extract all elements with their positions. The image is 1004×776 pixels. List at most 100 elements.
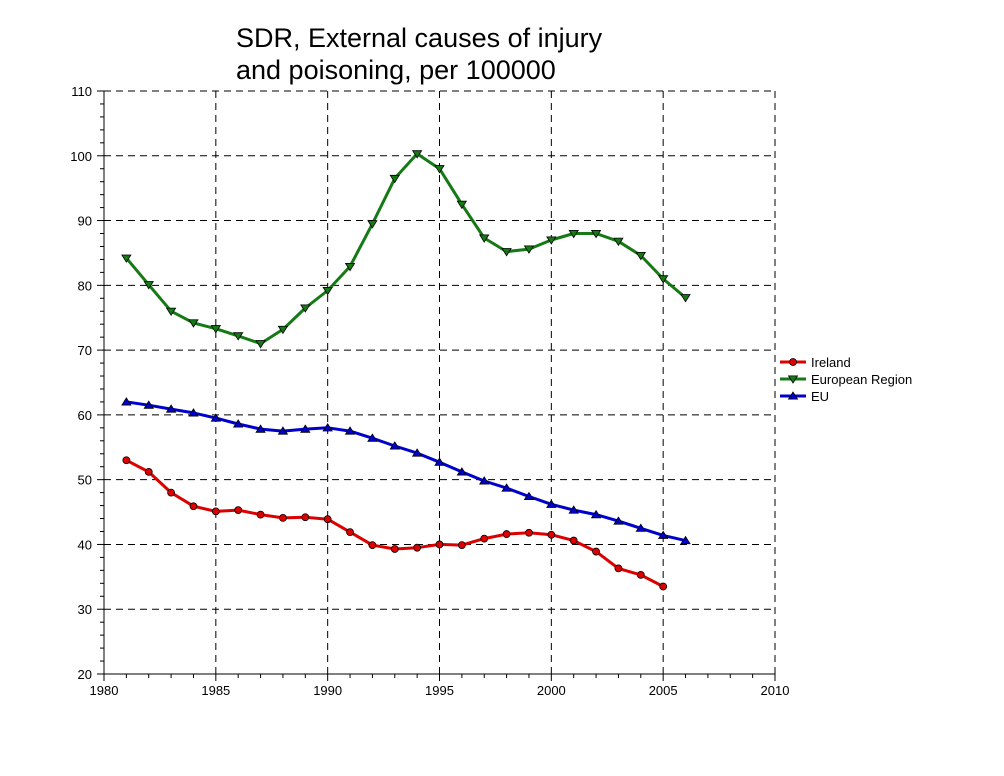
data-point-european-region-1997 bbox=[479, 234, 490, 243]
data-point-ireland-1985 bbox=[211, 507, 220, 516]
data-point-eu-1996 bbox=[456, 467, 468, 476]
data-point-ireland-2001 bbox=[569, 536, 578, 545]
data-point-eu-1993 bbox=[389, 441, 400, 450]
data-point-ireland-1990 bbox=[323, 515, 332, 524]
legend-item-eu: EU bbox=[780, 389, 829, 404]
data-point-ireland-2003 bbox=[614, 564, 623, 573]
data-point-ireland-1989 bbox=[301, 513, 310, 522]
data-point-ireland-1981 bbox=[122, 456, 131, 465]
series-line-eu bbox=[126, 400, 686, 543]
data-point-european-region-1993 bbox=[389, 174, 400, 184]
data-point-eu-1997 bbox=[479, 476, 490, 485]
series-eu bbox=[121, 397, 691, 545]
data-point-european-region-1995 bbox=[434, 165, 445, 174]
data-point-european-region-1984 bbox=[188, 319, 199, 328]
data-point-european-region-1986 bbox=[232, 332, 244, 341]
chart-title: SDR, External causes of injury and poiso… bbox=[236, 22, 602, 86]
chart-title-line-2: and poisoning, per 100000 bbox=[236, 55, 556, 85]
data-point-european-region-2001 bbox=[568, 229, 579, 239]
data-point-eu-1988 bbox=[277, 426, 289, 435]
legend-item-european-region: European Region bbox=[780, 372, 912, 387]
data-point-eu-1984 bbox=[188, 408, 199, 417]
legend-label-european-region: European Region bbox=[811, 372, 912, 387]
data-point-ireland-1998 bbox=[502, 530, 511, 538]
data-point-eu-1982 bbox=[143, 400, 154, 409]
x-tick-label-1990: 1990 bbox=[313, 683, 342, 698]
data-point-ireland-1982 bbox=[144, 467, 153, 476]
data-point-ireland-2004 bbox=[636, 570, 645, 579]
data-point-ireland-1996 bbox=[457, 541, 466, 549]
data-point-european-region-1999 bbox=[523, 245, 535, 254]
data-point-eu-1989 bbox=[300, 424, 311, 433]
chart-title-line-1: SDR, External causes of injury bbox=[236, 23, 603, 53]
data-point-european-region-1985 bbox=[210, 325, 222, 334]
y-tick-label-60: 60 bbox=[78, 408, 92, 423]
data-point-ireland-2000 bbox=[547, 530, 556, 539]
data-point-european-region-1988 bbox=[277, 325, 289, 335]
data-point-european-region-2006 bbox=[680, 294, 691, 303]
legend-marker-european-region bbox=[787, 375, 799, 384]
data-point-eu-1992 bbox=[367, 433, 378, 442]
series-european-region bbox=[121, 150, 691, 349]
data-point-european-region-1981 bbox=[121, 254, 132, 263]
data-point-european-region-1991 bbox=[344, 262, 356, 272]
y-tick-label-20: 20 bbox=[78, 667, 92, 682]
y-tick-label-110: 110 bbox=[71, 84, 92, 99]
data-point-ireland-2005 bbox=[659, 582, 668, 591]
legend-marker-ireland bbox=[789, 358, 797, 366]
x-tick-label-1995: 1995 bbox=[425, 683, 454, 698]
data-point-ireland-1997 bbox=[480, 534, 489, 543]
data-point-european-region-2000 bbox=[546, 236, 557, 245]
data-point-eu-1985 bbox=[210, 413, 222, 422]
x-tick-label-2000: 2000 bbox=[537, 683, 566, 698]
legend-marker-eu bbox=[787, 391, 799, 400]
data-point-eu-2002 bbox=[590, 509, 602, 519]
data-point-eu-1983 bbox=[165, 404, 177, 413]
series-group bbox=[121, 150, 691, 591]
data-point-eu-1999 bbox=[523, 491, 535, 501]
legend-label-ireland: Ireland bbox=[811, 355, 851, 370]
y-tick-label-100: 100 bbox=[70, 149, 92, 164]
y-tick-label-70: 70 bbox=[78, 343, 92, 358]
data-point-european-region-1990 bbox=[322, 286, 333, 296]
y-tick-label-80: 80 bbox=[78, 278, 92, 293]
data-point-european-region-1998 bbox=[501, 248, 512, 257]
data-point-european-region-1983 bbox=[165, 307, 177, 317]
data-point-ireland-1986 bbox=[234, 506, 243, 515]
data-point-ireland-1984 bbox=[189, 502, 198, 511]
y-tick-label-30: 30 bbox=[78, 602, 92, 617]
data-point-eu-2004 bbox=[635, 523, 647, 532]
data-point-european-region-1989 bbox=[300, 304, 311, 313]
data-point-eu-2005 bbox=[657, 530, 669, 539]
data-point-eu-1998 bbox=[501, 483, 512, 492]
data-point-ireland-2002 bbox=[592, 547, 600, 556]
data-point-european-region-2004 bbox=[635, 251, 647, 261]
data-point-european-region-2005 bbox=[657, 275, 669, 284]
data-point-european-region-1982 bbox=[143, 281, 154, 290]
data-point-eu-1994 bbox=[411, 448, 423, 457]
x-tick-label-1980: 1980 bbox=[90, 683, 119, 698]
data-point-european-region-2003 bbox=[613, 237, 624, 247]
series-ireland bbox=[122, 456, 668, 591]
data-point-eu-2006 bbox=[680, 535, 691, 545]
x-tick-label-2010: 2010 bbox=[761, 683, 790, 698]
x-tick-label-2005: 2005 bbox=[649, 683, 678, 698]
legend: Ireland European Region EU bbox=[780, 355, 912, 404]
data-point-eu-1991 bbox=[344, 426, 356, 435]
tick-labels: 1980 1985 1990 1995 2000 2005 2010 20 30 40 50 60 70… bbox=[70, 84, 789, 698]
data-point-ireland-1999 bbox=[525, 528, 533, 537]
grid-lines bbox=[103, 90, 776, 675]
data-point-eu-2001 bbox=[568, 505, 579, 514]
data-point-ireland-1995 bbox=[435, 540, 444, 549]
data-point-ireland-1992 bbox=[368, 541, 377, 549]
data-point-ireland-1988 bbox=[279, 513, 287, 522]
data-point-ireland-1991 bbox=[346, 528, 354, 537]
data-point-eu-1995 bbox=[434, 457, 445, 466]
data-point-european-region-1992 bbox=[367, 220, 378, 229]
series-line-ireland bbox=[125, 458, 664, 588]
y-tick-label-90: 90 bbox=[78, 214, 92, 229]
legend-item-ireland: Ireland bbox=[780, 355, 851, 370]
data-point-eu-1990 bbox=[322, 423, 333, 432]
data-point-eu-2000 bbox=[546, 499, 557, 508]
data-point-ireland-1987 bbox=[256, 510, 265, 519]
